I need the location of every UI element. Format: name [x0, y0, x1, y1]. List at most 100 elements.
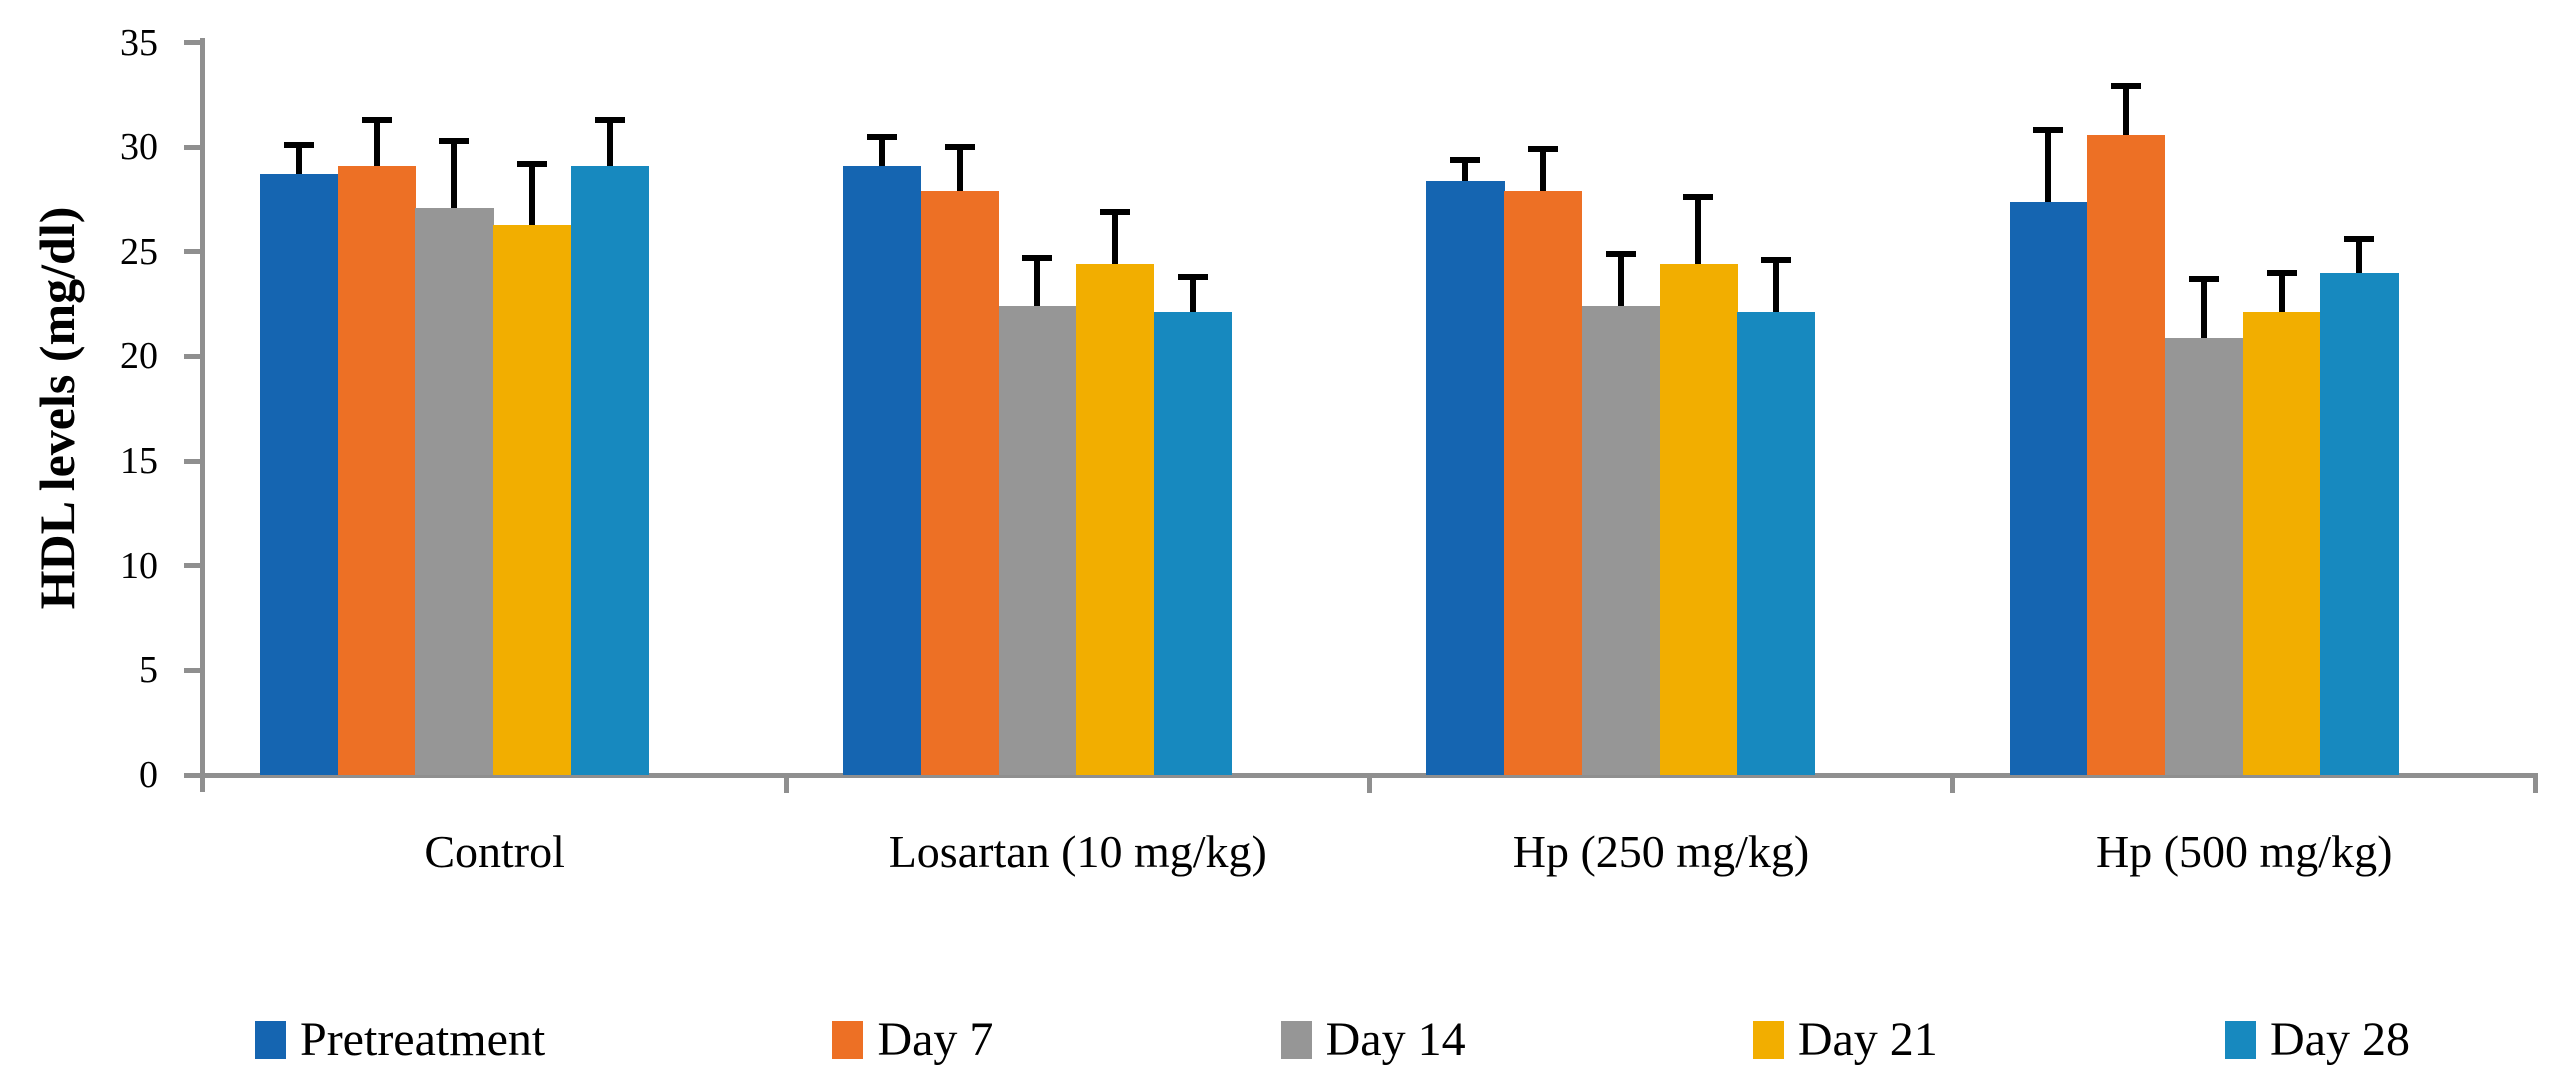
bar-day-14: [2165, 337, 2244, 775]
bar-day-14: [415, 207, 494, 775]
error-bar-line: [606, 119, 613, 166]
error-bar-cap: [2111, 83, 2142, 90]
error-bar-line: [451, 140, 458, 208]
error-bar-line: [373, 119, 380, 166]
y-tick-label: 30: [120, 126, 158, 169]
error-bar-line: [2356, 239, 2363, 273]
error-bar-line: [2123, 86, 2130, 135]
x-tick-mark: [2533, 775, 2539, 793]
bar-day-7: [337, 165, 416, 775]
error-bar-line: [1462, 159, 1469, 181]
legend-entry: Day 7: [832, 1014, 993, 1066]
error-bar-cap: [2344, 236, 2375, 243]
x-tick-mark: [1950, 775, 1956, 793]
legend-label: Pretreatment: [300, 1013, 546, 1066]
y-axis-line: [200, 38, 205, 792]
bar-day-28: [2320, 272, 2399, 775]
legend: Pretreatment Day 7 Day 14 Day 21 Day 28: [255, 1012, 2410, 1068]
error-bar-line: [2045, 130, 2052, 202]
error-bar-cap: [2188, 275, 2219, 282]
y-tick-label: 15: [120, 440, 158, 483]
error-bar-cap: [439, 137, 470, 144]
error-bar-line: [295, 145, 302, 175]
error-bar-cap: [1683, 194, 1714, 201]
bar-day-21: [1076, 264, 1155, 775]
error-bar-line: [1617, 253, 1624, 307]
y-tick-mark: [184, 249, 201, 255]
error-bar-line: [879, 136, 886, 166]
error-bar-line: [1695, 197, 1702, 265]
error-bar-line: [1112, 212, 1119, 265]
bar-day-28: [570, 165, 649, 775]
legend-swatch: [832, 1021, 864, 1059]
y-tick-mark: [184, 144, 201, 150]
legend-label: Day 7: [877, 1013, 994, 1066]
error-bar-line: [2200, 278, 2207, 338]
bar-day-21: [493, 224, 572, 775]
bar-day-14: [1581, 306, 1660, 775]
y-tick-mark: [184, 458, 201, 464]
legend-swatch: [255, 1021, 286, 1059]
error-bar-cap: [1450, 156, 1481, 163]
x-category-label: Control: [424, 826, 565, 877]
y-tick-label: 5: [139, 649, 158, 692]
error-bar-cap: [1605, 250, 1636, 257]
error-bar-cap: [944, 144, 975, 151]
x-tick-mark: [1366, 775, 1372, 793]
y-tick-label: 0: [139, 754, 158, 796]
legend-label: Day 28: [2270, 1013, 2410, 1066]
y-tick-mark: [184, 563, 201, 569]
y-tick-mark: [184, 667, 201, 673]
error-bar-cap: [2266, 269, 2297, 276]
bar-pretreatment: [260, 174, 339, 775]
error-bar-cap: [594, 116, 625, 123]
legend-label: Day 21: [1797, 1013, 1938, 1066]
bar-day-28: [1154, 312, 1233, 775]
error-bar-cap: [1100, 209, 1131, 216]
bar-pretreatment: [843, 165, 922, 775]
bar-day-28: [1737, 312, 1816, 775]
y-tick-label: 10: [120, 544, 158, 587]
error-bar-cap: [283, 142, 314, 149]
bar-day-7: [2087, 134, 2166, 775]
error-bar-line: [1189, 276, 1196, 313]
y-tick-mark: [184, 353, 201, 359]
bar-pretreatment: [1426, 180, 1505, 775]
error-bar-cap: [867, 133, 898, 140]
bar-day-21: [1659, 264, 1738, 775]
error-bar-cap: [361, 116, 392, 123]
legend-swatch: [2225, 1021, 2257, 1059]
error-bar-cap: [1022, 255, 1053, 262]
bar-day-7: [920, 191, 1000, 775]
legend-swatch: [1752, 1021, 1784, 1059]
legend-label: Day 14: [1325, 1013, 1466, 1066]
legend-entry: Day 21: [1752, 1013, 1938, 1066]
error-bar-cap: [1761, 257, 1792, 264]
bar-day-21: [2242, 312, 2321, 775]
legend-entry: Day 14: [1280, 1013, 1466, 1066]
legend-entry: Day 28: [2225, 1014, 2410, 1066]
y-tick-label: 35: [120, 21, 158, 64]
error-bar-cap: [516, 160, 547, 167]
bar-day-14: [998, 306, 1077, 775]
y-tick-label: 25: [120, 230, 158, 273]
x-tick-mark: [783, 775, 789, 793]
bar-day-7: [1504, 191, 1583, 775]
x-category-label: Losartan (10 mg/kg): [888, 826, 1267, 877]
error-bar-line: [528, 163, 535, 225]
x-category-label: Hp (250 mg/kg): [1512, 826, 1810, 877]
legend-entry: Pretreatment: [255, 1014, 545, 1066]
y-tick-mark: [184, 40, 201, 45]
x-category-label: Hp (500 mg/kg): [2095, 826, 2393, 877]
y-tick-label: 20: [120, 335, 158, 378]
error-bar-line: [1773, 260, 1780, 313]
error-bar-cap: [2033, 127, 2064, 134]
legend-swatch: [1280, 1021, 1312, 1059]
y-tick-mark: [184, 772, 201, 778]
bar-pretreatment: [2009, 201, 2088, 775]
error-bar-line: [956, 147, 963, 192]
error-bar-line: [1034, 258, 1041, 307]
error-bar-line: [1539, 149, 1546, 192]
error-bar-cap: [1177, 273, 1208, 280]
